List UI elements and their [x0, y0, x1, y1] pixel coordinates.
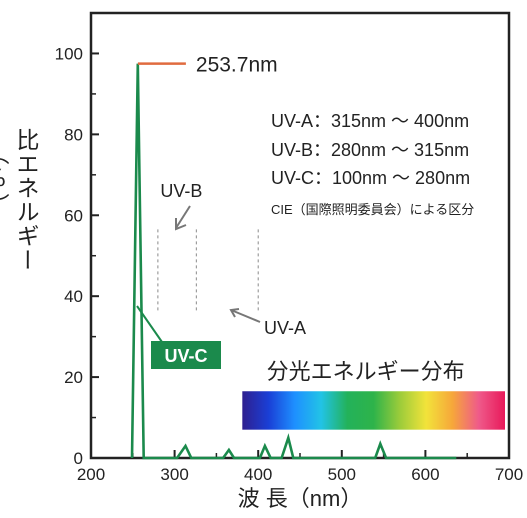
- ticks: 0 20 40 60 80 100 200 300 400 500 600 700: [55, 12, 523, 484]
- uvb-region-label: UV-B: [160, 181, 202, 201]
- y-axis-title-text: 比エネルギー: [12, 128, 38, 272]
- y-tick-label: 60: [64, 206, 83, 225]
- uvc-range-label: UV-C：100nm ～ 280nm: [271, 168, 470, 188]
- uvc-badge: [151, 341, 221, 369]
- uva-arrowhead-icon: [229, 308, 240, 318]
- y-tick-label: 100: [55, 44, 83, 63]
- uva-range-label: UV-A：315nm ～ 400nm: [271, 111, 469, 131]
- spectrum-bar: [242, 391, 506, 430]
- x-tick-label: 400: [244, 465, 272, 484]
- uvc-pointer: [136, 305, 163, 343]
- uvc-badge-label: UV-C: [164, 346, 207, 366]
- cie-note: CIE（国際照明委員会）による区分: [271, 202, 474, 217]
- x-tick-label: 600: [411, 465, 439, 484]
- peak-label: 253.7nm: [196, 54, 278, 77]
- y-axis-title: 比エネルギー （%）: [0, 128, 40, 272]
- y-axis-unit: （%）: [0, 142, 8, 217]
- uva-region-label: UV-A: [264, 318, 306, 338]
- y-tick-label: 0: [74, 449, 83, 468]
- uvb-arrowhead-icon: [175, 218, 187, 231]
- x-axis-title: 波 長（nm）: [238, 486, 363, 511]
- uva-arrow-icon: [230, 309, 261, 323]
- y-tick-label: 80: [64, 125, 83, 144]
- series-layer: [130, 63, 457, 460]
- spectrum-label: 分光エネルギー分布: [267, 359, 465, 384]
- series-line: [130, 63, 457, 460]
- boundary-lines: [157, 229, 259, 311]
- y-tick-label: 40: [64, 287, 83, 306]
- y-tick-label: 20: [64, 368, 83, 387]
- x-tick-label: 700: [495, 465, 523, 484]
- x-tick-label: 500: [328, 465, 356, 484]
- uvb-range-label: UV-B：280nm ～ 315nm: [271, 140, 469, 160]
- x-tick-label: 300: [160, 465, 188, 484]
- x-tick-label: 200: [77, 465, 105, 484]
- uvb-arrow-icon: [175, 205, 191, 229]
